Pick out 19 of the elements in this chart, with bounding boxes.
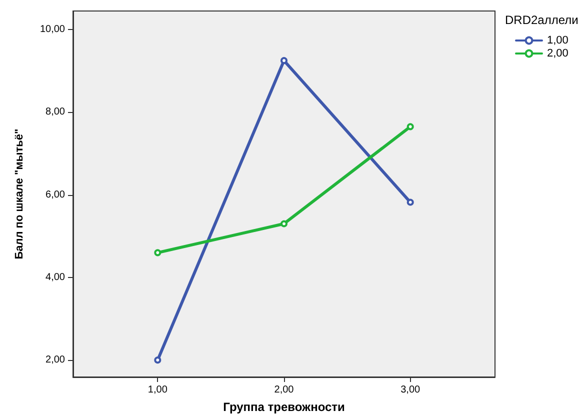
y-tick-label: 10,00 bbox=[40, 24, 66, 36]
point bbox=[280, 220, 288, 228]
x-axis-title: Группа тревожности bbox=[223, 400, 345, 414]
point bbox=[154, 356, 162, 364]
point bbox=[280, 57, 288, 64]
point bbox=[406, 123, 414, 130]
legend-label: 2,00 bbox=[547, 48, 568, 60]
y-tick-label: 6,00 bbox=[46, 189, 66, 200]
point bbox=[154, 249, 162, 256]
x-tick-label: 2,00 bbox=[274, 384, 294, 396]
x-tick-label: 1,00 bbox=[148, 384, 168, 396]
legend-title: DRD2аллели bbox=[505, 13, 578, 27]
point bbox=[406, 198, 414, 206]
x-tick-label: 3,00 bbox=[400, 384, 421, 396]
y-tick-label: 4,00 bbox=[46, 272, 66, 283]
y-axis-title: Балл по шкале "мытьё" bbox=[14, 128, 26, 260]
y-tick-label: 8,00 bbox=[46, 106, 66, 118]
y-tick-label: 2,00 bbox=[46, 354, 66, 366]
legend-label: 1,00 bbox=[547, 34, 568, 46]
